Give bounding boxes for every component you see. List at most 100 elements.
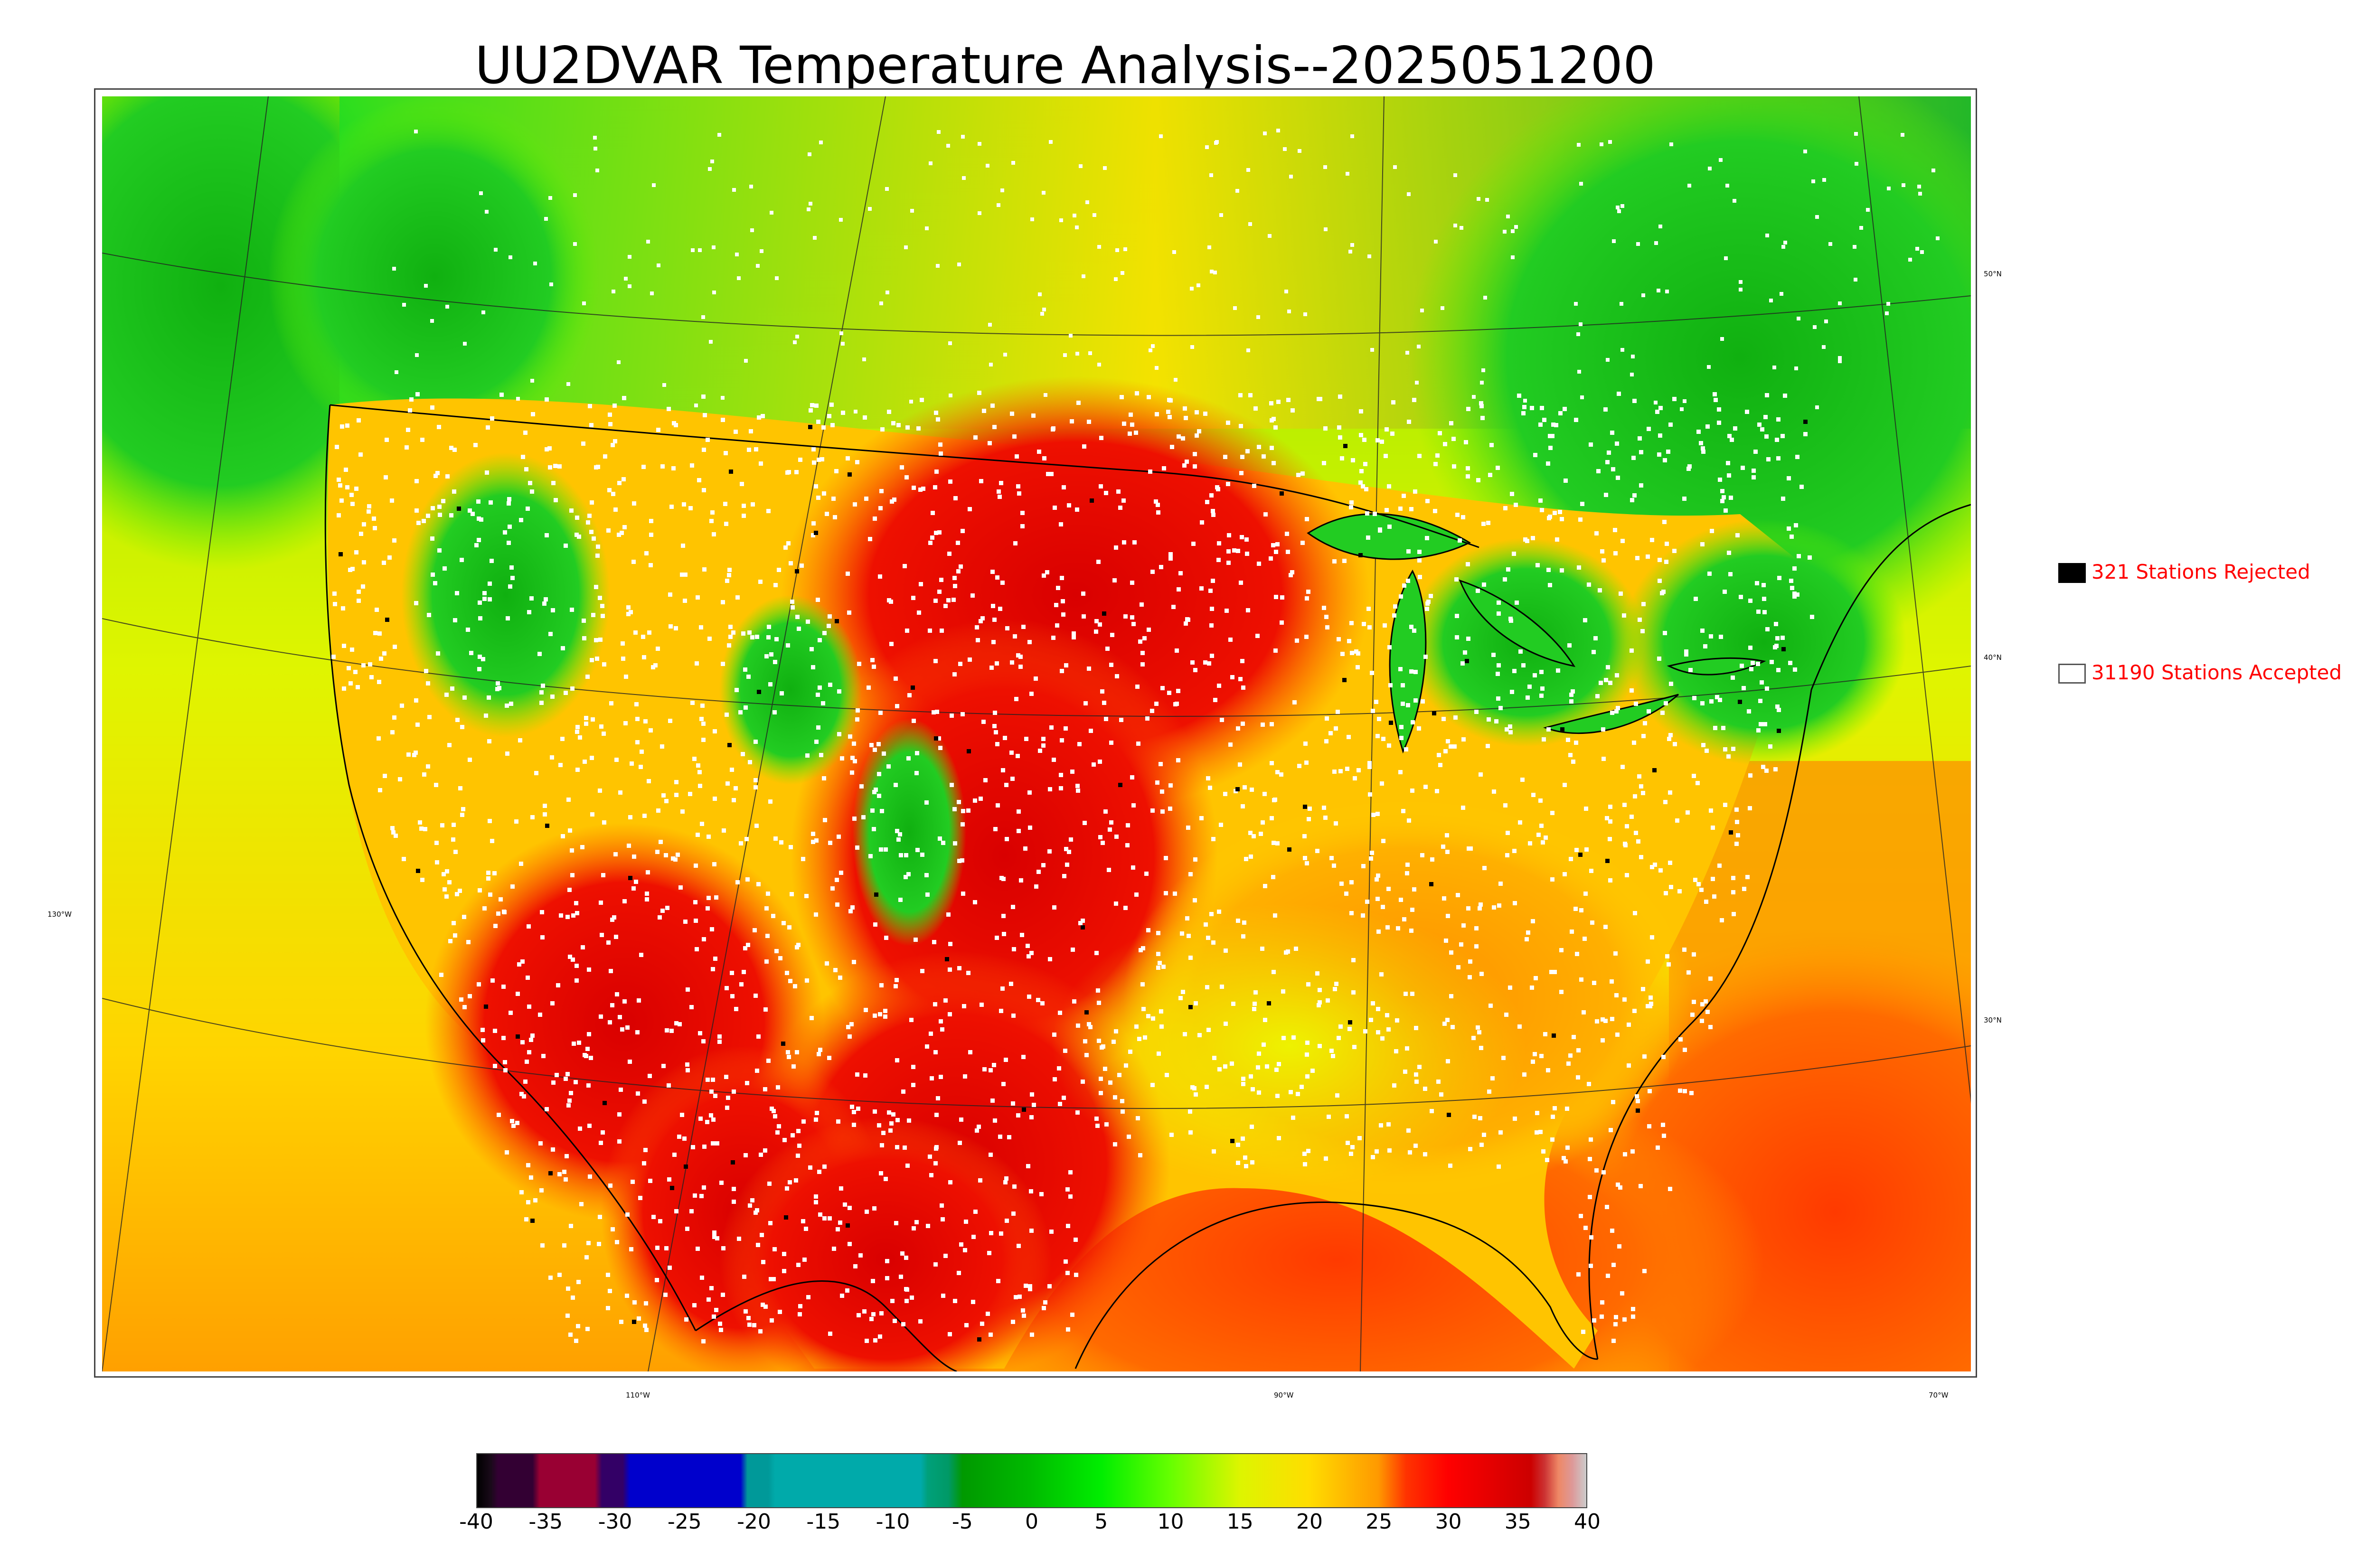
station-dot bbox=[752, 1323, 756, 1327]
station-dot bbox=[1730, 438, 1734, 442]
station-dot bbox=[1156, 510, 1160, 515]
station-dot bbox=[409, 397, 414, 402]
station-dot bbox=[1154, 499, 1158, 504]
station-dot bbox=[562, 1170, 566, 1174]
station-dot bbox=[709, 1113, 713, 1117]
station-dot bbox=[1407, 420, 1411, 424]
station-dot bbox=[1518, 649, 1523, 654]
station-dot bbox=[1469, 846, 1473, 851]
station-dot bbox=[1589, 1137, 1593, 1142]
station-dot bbox=[1130, 423, 1134, 427]
station-dot bbox=[945, 957, 949, 961]
station-dot bbox=[1160, 809, 1165, 814]
station-dot bbox=[1305, 517, 1309, 521]
station-dot bbox=[668, 719, 672, 723]
station-dot bbox=[1188, 956, 1193, 960]
station-dot bbox=[1369, 856, 1373, 861]
station-dot bbox=[1112, 578, 1117, 582]
station-dot bbox=[1024, 1284, 1028, 1288]
station-dot bbox=[686, 987, 690, 992]
station-dot bbox=[1114, 545, 1118, 550]
station-dot bbox=[997, 203, 1000, 207]
station-dot bbox=[707, 835, 711, 839]
station-dot bbox=[959, 1242, 963, 1247]
station-dot bbox=[382, 561, 386, 565]
station-dot bbox=[1094, 619, 1099, 623]
station-dot bbox=[1318, 1044, 1322, 1048]
station-dot bbox=[1125, 843, 1130, 847]
station-dot bbox=[1696, 882, 1701, 886]
station-dot bbox=[1122, 422, 1126, 426]
temperature-map[interactable] bbox=[94, 88, 1977, 1378]
station-dot bbox=[530, 1033, 535, 1038]
station-dot bbox=[732, 1200, 736, 1204]
station-dot bbox=[818, 685, 822, 690]
station-dot bbox=[569, 1224, 573, 1228]
station-dot bbox=[787, 925, 791, 930]
station-dot bbox=[1185, 460, 1189, 464]
station-dot bbox=[486, 871, 490, 875]
station-dot bbox=[1622, 613, 1626, 618]
station-dot bbox=[713, 729, 717, 733]
station-dot bbox=[526, 976, 530, 980]
station-dot bbox=[1765, 627, 1770, 631]
station-dot bbox=[431, 506, 435, 510]
station-dot bbox=[1204, 922, 1208, 927]
station-dot bbox=[1183, 1032, 1187, 1036]
station-dot bbox=[516, 992, 520, 996]
station-dot bbox=[527, 1050, 531, 1054]
station-dot bbox=[1553, 970, 1557, 974]
station-dot bbox=[1887, 187, 1891, 190]
station-dot bbox=[1059, 786, 1063, 790]
station-dot bbox=[1108, 827, 1112, 832]
station-dot bbox=[1129, 413, 1133, 417]
station-dot bbox=[725, 579, 729, 583]
station-dot bbox=[850, 905, 855, 910]
station-dot bbox=[795, 945, 799, 949]
station-dot bbox=[669, 505, 674, 509]
station-dot bbox=[600, 933, 604, 937]
station-dot bbox=[1037, 450, 1041, 454]
station-dot bbox=[1854, 278, 1857, 282]
station-dot bbox=[1027, 954, 1031, 958]
station-dot bbox=[656, 428, 660, 432]
station-dot bbox=[1540, 686, 1545, 691]
station-dot bbox=[1130, 581, 1134, 585]
station-dot bbox=[558, 763, 563, 767]
station-dot bbox=[1718, 698, 1722, 702]
station-dot bbox=[1592, 1318, 1596, 1323]
station-dot bbox=[1531, 919, 1535, 923]
station-dot bbox=[1482, 1133, 1486, 1137]
station-dot bbox=[611, 443, 615, 447]
station-dot bbox=[963, 1248, 967, 1252]
station-dot bbox=[1185, 916, 1189, 920]
station-dot bbox=[1028, 1287, 1032, 1291]
station-dot bbox=[1021, 625, 1026, 629]
station-dot bbox=[1219, 823, 1223, 827]
station-dot bbox=[539, 690, 544, 695]
station-dot bbox=[790, 600, 794, 604]
station-dot bbox=[379, 657, 383, 661]
station-dot bbox=[1019, 878, 1023, 883]
station-dot bbox=[1376, 873, 1380, 878]
station-dot bbox=[1096, 560, 1101, 564]
station-dot bbox=[811, 840, 815, 844]
station-dot bbox=[1406, 1128, 1411, 1133]
station-dot bbox=[359, 532, 363, 536]
station-dot bbox=[1441, 845, 1445, 849]
station-dot bbox=[1165, 1073, 1169, 1077]
station-dot bbox=[527, 1005, 531, 1009]
station-dot bbox=[1479, 972, 1484, 976]
station-dot bbox=[639, 953, 643, 957]
station-dot bbox=[878, 711, 883, 715]
station-dot bbox=[852, 742, 856, 746]
station-dot bbox=[1605, 460, 1610, 464]
station-dot bbox=[1277, 1062, 1281, 1066]
station-dot bbox=[659, 840, 663, 844]
station-dot bbox=[828, 1216, 832, 1221]
temperature-colorbar bbox=[476, 1453, 1587, 1508]
station-dot bbox=[898, 832, 902, 836]
station-dot bbox=[1220, 718, 1224, 722]
station-dot bbox=[394, 834, 398, 838]
station-dot bbox=[980, 616, 985, 620]
